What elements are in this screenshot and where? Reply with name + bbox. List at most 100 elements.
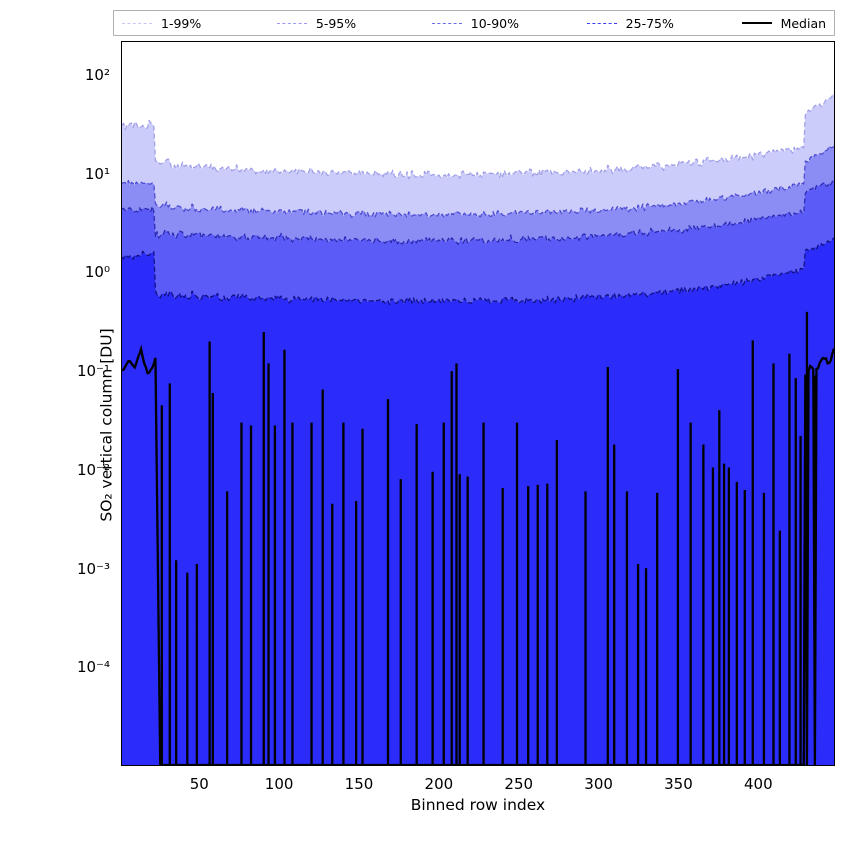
y-tick-minor — [121, 501, 122, 502]
y-tick-minor — [121, 244, 122, 245]
y-tick-minor — [121, 684, 122, 685]
y-tick-minor — [121, 283, 122, 284]
y-tick-label: 10⁻² — [76, 460, 110, 479]
chart-legend: 1-99% 5-95% 10-90% 25-75% Median — [113, 10, 835, 36]
y-tick-minor — [121, 115, 122, 116]
x-tick-label: 400 — [744, 775, 773, 793]
y-tick-minor — [121, 214, 122, 215]
x-tick-label: 50 — [189, 775, 209, 793]
y-tick-minor — [121, 278, 122, 279]
y-tick-minor — [121, 510, 122, 511]
y-tick-major — [121, 175, 122, 176]
y-tick-major — [121, 372, 122, 373]
y-tick-minor — [121, 493, 122, 494]
y-tick-minor — [121, 411, 122, 412]
y-tick-minor — [121, 639, 122, 640]
y-tick-label: 10⁻³ — [76, 559, 110, 578]
y-tick-minor — [121, 303, 122, 304]
y-tick-minor — [121, 98, 122, 99]
band-10-90-edge — [122, 179, 834, 245]
legend-label: 10-90% — [470, 15, 519, 31]
y-tick-minor — [121, 480, 122, 481]
y-tick-minor — [121, 179, 122, 180]
x-tick-label: 350 — [664, 775, 693, 793]
y-tick-minor — [121, 106, 122, 107]
y-tick-label: 10² — [84, 65, 110, 84]
y-tick-minor — [121, 475, 122, 476]
legend-label: 1-99% — [161, 15, 202, 31]
y-tick-minor — [121, 46, 122, 47]
y-tick-label: 10¹ — [84, 164, 110, 183]
y-tick-minor — [121, 585, 122, 586]
y-tick-minor — [121, 579, 122, 580]
y-tick-minor — [121, 591, 122, 592]
y-tick-minor — [121, 196, 122, 197]
legend-label: Median — [780, 15, 827, 31]
y-tick-minor — [121, 85, 122, 86]
y-tick-minor — [121, 708, 122, 709]
legend-entry-1-99-[interactable]: 1-99% — [122, 16, 277, 31]
legend-entry-25-75-[interactable]: 25-75% — [586, 15, 742, 31]
y-tick-major — [121, 273, 122, 274]
y-tick-minor — [121, 91, 122, 92]
y-tick-label: 10⁻¹ — [76, 362, 110, 381]
y-tick-label: 10⁻⁴ — [76, 658, 110, 677]
legend-swatch-icon — [586, 22, 617, 24]
y-tick-minor — [121, 574, 122, 575]
y-tick-major — [121, 570, 122, 571]
y-tick-minor — [121, 127, 122, 128]
y-tick-minor — [121, 678, 122, 679]
y-tick-minor — [121, 226, 122, 227]
y-tick-minor — [121, 184, 122, 185]
y-tick-major — [121, 471, 122, 472]
y-tick-minor — [121, 145, 122, 146]
y-axis-label-container: SO₂ vertical column [DU] — [0, 0, 116, 850]
y-tick-minor — [121, 377, 122, 378]
legend-entry-10-90-[interactable]: 10-90% — [431, 15, 587, 31]
x-tick-label: 300 — [584, 775, 613, 793]
y-tick-label: 10⁰ — [84, 263, 110, 282]
y-tick-minor — [121, 621, 122, 622]
y-tick-minor — [121, 441, 122, 442]
y-tick-minor — [121, 325, 122, 326]
y-tick-minor — [121, 80, 122, 81]
y-tick-minor — [121, 720, 122, 721]
y-tick-minor — [121, 313, 122, 314]
y-tick-minor — [121, 698, 122, 699]
y-tick-minor — [121, 540, 122, 541]
legend-label: 5-95% — [315, 15, 357, 31]
y-tick-minor — [121, 609, 122, 610]
legend-entry-5-95-[interactable]: 5-95% — [276, 15, 432, 31]
plot-canvas — [122, 92, 834, 765]
y-tick-minor — [121, 382, 122, 383]
legend-entry-median[interactable]: Median — [741, 15, 827, 31]
band-25-75-fill — [122, 238, 834, 765]
x-axis-label: Binned row index — [410, 796, 546, 814]
y-tick-minor — [121, 190, 122, 191]
y-tick-minor — [121, 204, 122, 205]
legend-swatch-icon — [741, 22, 772, 24]
y-axis-label: SO₂ vertical column [DU] — [97, 328, 116, 522]
x-tick-label: 200 — [424, 775, 454, 793]
y-tick-minor — [121, 387, 122, 388]
plot-area — [121, 41, 835, 766]
y-tick-minor — [121, 289, 122, 290]
y-tick-minor — [121, 737, 122, 738]
legend-swatch-icon — [276, 22, 307, 24]
legend-swatch-icon — [122, 22, 152, 24]
y-tick-minor — [121, 424, 122, 425]
y-tick-minor — [121, 673, 122, 674]
y-tick-minor — [121, 394, 122, 395]
y-tick-major — [121, 76, 122, 77]
legend-label: 25-75% — [625, 15, 674, 31]
y-tick-minor — [121, 522, 122, 523]
y-tick-minor — [121, 402, 122, 403]
y-tick-major — [121, 668, 122, 669]
band-25-75-edge — [122, 237, 834, 306]
y-tick-minor — [121, 599, 122, 600]
x-tick-label: 150 — [344, 775, 374, 793]
x-tick-label: 250 — [504, 775, 534, 793]
y-tick-minor — [121, 295, 122, 296]
x-tick-label: 100 — [264, 775, 294, 793]
